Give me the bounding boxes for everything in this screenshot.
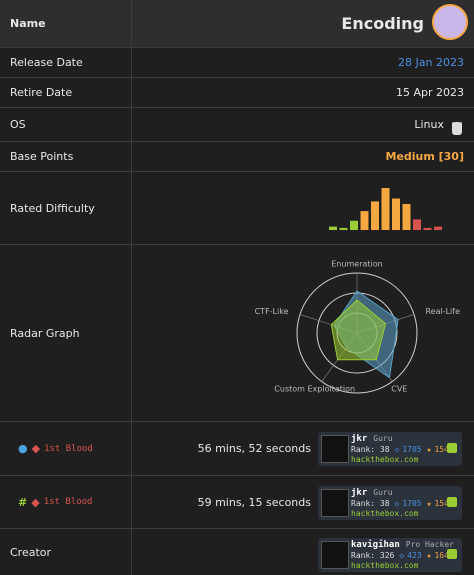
difficulty-bar: [371, 201, 379, 230]
player-rank: Rank: 38: [351, 445, 390, 454]
row-label: Retire Date: [0, 78, 132, 107]
player-line: Rank: 38 ◇ 1705 ★ 1546: [351, 445, 454, 454]
difficulty-bar: [423, 227, 432, 230]
os-row: OS Linux: [0, 108, 474, 142]
player-line: kavigihan Pro Hacker: [351, 540, 454, 550]
player-card[interactable]: kavigihan Pro Hacker Rank: 326 ◇ 423 ★ 1642 hac…: [318, 538, 462, 572]
points-row: Base Points Medium [30]: [0, 142, 474, 172]
retire-row: Retire Date 15 Apr 2023: [0, 78, 474, 108]
respect-icon: ◇: [394, 499, 400, 508]
blood-label: 1st Blood: [43, 497, 93, 507]
player-line: jkr Guru: [351, 434, 393, 444]
player-line: Rank: 38 ◇ 1705 ★ 1546: [351, 499, 454, 508]
player-avatar: [321, 489, 349, 517]
root-blood-row: # ◆ 1st Blood 59 mins, 15 seconds jkr Guru…: [0, 476, 474, 529]
player-site: hackthebox.com: [351, 561, 419, 570]
difficulty-chart: [329, 188, 442, 230]
difficulty-bar: [381, 188, 390, 230]
player-respect: 423: [407, 551, 422, 560]
release-row: Release Date 28 Jan 2023: [0, 48, 474, 78]
difficulty-bar: [339, 227, 348, 230]
row-label: OS: [0, 108, 132, 141]
blood-time: 59 mins, 15 seconds: [197, 495, 311, 509]
player-points: 1546: [434, 445, 454, 454]
row-label: Release Date: [0, 48, 132, 77]
row-value: 28 Jan 2023: [398, 56, 464, 69]
player-avatar: [321, 541, 349, 569]
htb-icon: [447, 549, 457, 559]
difficulty-bar: [434, 226, 442, 230]
player-site: hackthebox.com: [351, 509, 419, 518]
player-rank-title: Guru: [373, 434, 393, 443]
player-points: 1546: [434, 499, 454, 508]
player-card[interactable]: jkr Guru Rank: 38 ◇ 1705 ★ 1546 hackthebox.com: [318, 486, 462, 520]
root-icon: #: [18, 495, 28, 509]
player-line: jkr Guru: [351, 488, 393, 498]
player-respect: 1705: [402, 445, 422, 454]
row-label: Radar Graph: [0, 245, 132, 421]
radar-axis-label: Custom Exploitation: [274, 384, 355, 393]
row-label: Creator: [0, 529, 132, 575]
row-label: Rated Difficulty: [0, 172, 132, 244]
difficulty-bar: [350, 220, 358, 230]
player-line: Rank: 326 ◇ 423 ★ 1642: [351, 551, 454, 560]
htb-icon: [447, 443, 457, 453]
row-label: Base Points: [0, 142, 132, 171]
row-value: Medium [30]: [385, 150, 464, 163]
drop-icon: ◆: [31, 495, 40, 509]
drop-icon: ◆: [31, 442, 41, 455]
respect-icon: ◇: [399, 551, 405, 560]
player-name: jkr: [351, 434, 368, 444]
player-card[interactable]: jkr Guru Rank: 38 ◇ 1705 ★ 1546 hackthebox.com: [318, 432, 462, 466]
player-name: kavigihan: [351, 540, 400, 550]
radar-axis-label: CVE: [391, 384, 407, 393]
difficulty-row: Rated Difficulty: [0, 172, 474, 245]
row-label: # ◆ 1st Blood: [0, 476, 132, 528]
user-blood-row: ● ◆ 1st Blood 56 mins, 52 seconds jkr Guru…: [0, 422, 474, 476]
player-rank: Rank: 326: [351, 551, 395, 560]
htb-icon: [447, 497, 457, 507]
machine-title: Encoding: [341, 14, 424, 33]
row-label: ● ◆ 1st Blood: [0, 422, 132, 475]
header-label: Name: [0, 0, 132, 47]
user-icon: ●: [18, 442, 28, 455]
machine-avatar: [432, 4, 468, 40]
radar-row: Radar Graph Enumeration Real-Life CVE Custo…: [0, 245, 474, 422]
difficulty-bar: [402, 203, 411, 230]
radar-axis-label: Enumeration: [331, 260, 382, 269]
difficulty-bar: [329, 226, 337, 230]
difficulty-bar: [413, 219, 421, 230]
linux-icon: [452, 118, 462, 135]
player-points: 1642: [434, 551, 454, 560]
row-value: 15 Apr 2023: [395, 86, 464, 99]
radar-axis-label: CTF-Like: [255, 307, 289, 316]
radar-chart: Enumeration Real-Life CVE Custom Exploitati…: [255, 260, 460, 394]
player-rank-title: Pro Hacker: [405, 540, 454, 549]
respect-icon: ◇: [394, 445, 400, 454]
player-name: jkr: [351, 488, 368, 498]
blood-label: 1st Blood: [44, 443, 93, 454]
player-rank-title: Guru: [373, 488, 393, 497]
blood-time: 56 mins, 52 seconds: [197, 442, 311, 455]
creator-row: Creator kavigihan Pro Hacker Rank: 326 ◇ 423…: [0, 529, 474, 575]
radar-axis-label: Real-Life: [425, 307, 460, 316]
row-value: Linux: [414, 118, 444, 131]
player-respect: 1705: [402, 499, 422, 508]
radar-area: [330, 299, 387, 361]
points-icon: ★: [426, 445, 432, 454]
player-avatar: [321, 435, 349, 463]
player-site: hackthebox.com: [351, 455, 419, 464]
points-icon: ★: [426, 499, 432, 508]
difficulty-bar: [392, 198, 400, 230]
difficulty-bar: [360, 211, 369, 230]
player-rank: Rank: 38: [351, 499, 390, 508]
points-icon: ★: [426, 551, 432, 560]
header-row: Name Encoding: [0, 0, 474, 48]
